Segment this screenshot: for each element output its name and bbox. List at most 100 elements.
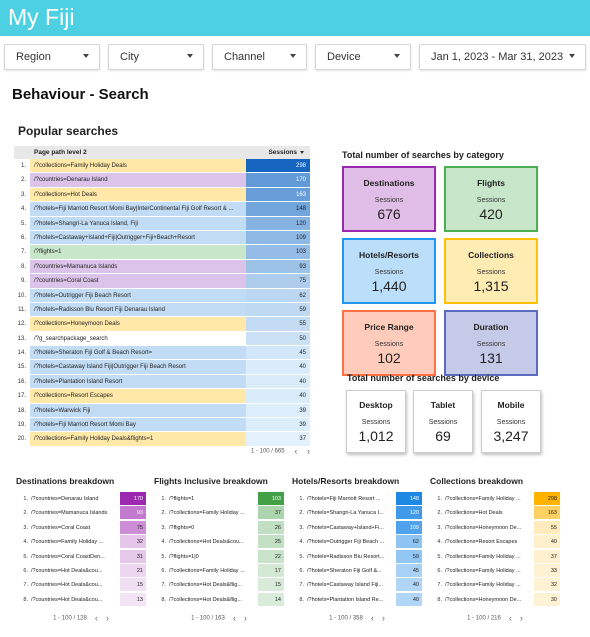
table-row[interactable]: 6./?hotels=Sheraton Fiji Golf &... 45 [292, 563, 422, 578]
table-row[interactable]: 2./?collections=Family Holiday ... 37 [154, 506, 284, 520]
row-page-path[interactable]: /?countries=Mamanuca Islands [31, 510, 108, 517]
row-page-path[interactable]: /?collections=Resort Escapes [30, 389, 246, 403]
table-row[interactable]: 8./?countries=Hot Deals&cou... 13 [16, 592, 146, 607]
row-page-path[interactable]: /?collections=Hot Deals&flig... [169, 596, 242, 603]
table-row[interactable]: 2./?hotels=Shangri-La Yanuca I... 120 [292, 506, 422, 520]
device-filter[interactable]: Device [315, 44, 411, 70]
row-page-path[interactable]: /?hotels=Sheraton Fiji Golf & Beach Reso… [30, 346, 246, 360]
table-row[interactable]: 17./?collections=Resort Escapes 40 [14, 389, 310, 404]
row-page-path[interactable]: /?hotels=Warwick Fiji [30, 403, 246, 418]
row-page-path[interactable]: /?hotels=Fiji Marriott Resort Momi Bay|I… [30, 202, 246, 216]
table-row[interactable]: 10./?hotels=Outrigger Fiji Beach Resort 6… [14, 288, 310, 303]
table-row[interactable]: 4./?countries=Family Holiday ... 32 [16, 535, 146, 549]
row-page-path[interactable]: /?collections=Family Holiday Deals [30, 159, 246, 173]
row-page-path[interactable]: /?hotels=Fiji Marriott Resort ... [307, 496, 381, 502]
table-row[interactable]: 7./?countries=Hot Deals&cou... 15 [16, 578, 146, 592]
row-page-path[interactable]: /?collections=Family Holiday ... [169, 567, 245, 574]
chevron-right-icon[interactable]: › [381, 613, 385, 624]
table-row[interactable]: 1./?collections=Family Holiday ... 298 [430, 492, 560, 506]
row-page-path[interactable]: /?hotels=Castaway Island Fiji... [307, 582, 383, 589]
row-page-path[interactable]: /?flights=1 [30, 245, 246, 259]
table-row[interactable]: 3./?countries=Coral Coast 75 [16, 520, 146, 535]
table-row[interactable]: 1./?collections=Family Holiday Deals 298 [14, 159, 310, 174]
table-row[interactable]: 7./?collections=Family Holiday ... 32 [430, 578, 560, 592]
table-row[interactable]: 11./?hotels=Radisson Blu Resort Fiji Den… [14, 302, 310, 318]
column-header-sessions[interactable]: Sessions [268, 149, 304, 156]
row-page-path[interactable]: /?hotels=Castaway Island Fiji|Outrigger … [30, 360, 246, 374]
table-row[interactable]: 18./?hotels=Warwick Fiji 39 [14, 403, 310, 419]
table-row[interactable]: 1./?flights=1 103 [154, 492, 284, 506]
table-row[interactable]: 4./?collections=Hot Deals&cou... 25 [154, 535, 284, 549]
table-row[interactable]: 4./?hotels=Fiji Marriott Resort Momi Bay… [14, 202, 310, 217]
table-row[interactable]: 3./?flights=0 26 [154, 520, 284, 535]
row-page-path[interactable]: /?countries=Family Holiday ... [31, 539, 104, 546]
row-page-path[interactable]: /?hotels=Plantation Island Re... [307, 596, 384, 603]
row-page-path[interactable]: /?collections=Family Holiday ... [445, 567, 521, 574]
chevron-left-icon[interactable]: ‹ [370, 613, 374, 624]
chevron-left-icon[interactable]: ‹ [232, 613, 236, 624]
table-row[interactable]: 7./?flights=1 103 [14, 245, 310, 260]
row-page-path[interactable]: /?g_searchpackage_search [30, 331, 246, 346]
chevron-left-icon[interactable]: ‹ [508, 613, 512, 624]
row-page-path[interactable]: /?collections=Hot Deals [445, 510, 503, 517]
row-page-path[interactable]: /?collections=Family Holiday ... [445, 553, 521, 560]
row-page-path[interactable]: /?countries=Coral CoastDen... [31, 553, 105, 560]
table-row[interactable]: 9./?countries=Coral Coast 75 [14, 274, 310, 289]
row-page-path[interactable]: /?countries=Hot Deals&cou... [31, 567, 103, 574]
chevron-right-icon[interactable]: › [307, 446, 310, 456]
row-page-path[interactable]: /?countries=Coral Coast [31, 524, 91, 531]
row-page-path[interactable]: /?hotels=Castaway+Island+Fiji|Outrigger+… [30, 230, 246, 245]
row-page-path[interactable]: /?countries=Denarau Island [30, 173, 246, 187]
row-page-path[interactable]: /?collections=Family Holiday Deals&fligh… [30, 432, 246, 446]
table-row[interactable]: 5./?hotels=Shangri-La Yanuca Island, Fij… [14, 216, 310, 231]
table-row[interactable]: 5./?hotels=Radisson Blu Resort... 59 [292, 549, 422, 564]
table-row[interactable]: 7./?hotels=Castaway Island Fiji... 40 [292, 578, 422, 592]
row-page-path[interactable]: /?flights=1 [169, 496, 195, 502]
row-page-path[interactable]: /?hotels=Fiji Marriott Resort Momi Bay [30, 418, 246, 432]
row-page-path[interactable]: /?collections=Honeymoon Deals [30, 317, 246, 331]
table-row[interactable]: 5./?flights=1|0 22 [154, 549, 284, 564]
table-row[interactable]: 5./?countries=Coral CoastDen... 31 [16, 549, 146, 564]
row-page-path[interactable]: /?collections=Honeymoon De... [445, 596, 522, 603]
row-page-path[interactable]: /?collections=Honeymoon De... [445, 524, 522, 531]
row-page-path[interactable]: /?hotels=Radisson Blu Resort Fiji Denara… [30, 302, 246, 317]
row-page-path[interactable]: /?collections=Hot Deals&cou... [169, 539, 244, 546]
row-page-path[interactable]: /?hotels=Radisson Blu Resort... [307, 553, 385, 560]
row-page-path[interactable]: /?collections=Resort Escapes [445, 539, 518, 546]
row-page-path[interactable]: /?flights=1|0 [169, 553, 199, 560]
chevron-right-icon[interactable]: › [105, 613, 109, 624]
chevron-left-icon[interactable]: ‹ [94, 613, 98, 624]
chevron-left-icon[interactable]: ‹ [294, 446, 298, 456]
row-page-path[interactable]: /?countries=Denarau Island [31, 496, 99, 502]
table-row[interactable]: 6./?collections=Family Holiday ... 17 [154, 563, 284, 578]
table-row[interactable]: 8./?collections=Hot Deals&flig... 14 [154, 592, 284, 607]
row-page-path[interactable]: /?countries=Mamanuca Islands [30, 259, 246, 274]
table-row[interactable]: 8./?countries=Mamanuca Islands 93 [14, 259, 310, 275]
table-row[interactable]: 8./?hotels=Plantation Island Re... 40 [292, 592, 422, 607]
table-row[interactable]: 8./?collections=Honeymoon De... 30 [430, 592, 560, 607]
table-row[interactable]: 20./?collections=Family Holiday Deals&fl… [14, 432, 310, 447]
date-range-filter[interactable]: Jan 1, 2023 - Mar 31, 2023 [419, 44, 586, 70]
row-page-path[interactable]: /?collections=Hot Deals&flig... [169, 582, 242, 589]
table-row[interactable]: 2./?countries=Mamanuca Islands 93 [16, 506, 146, 520]
column-header-path[interactable]: Page path level 2 [34, 149, 87, 156]
row-page-path[interactable]: /?hotels=Shangri-La Yanuca I... [307, 510, 384, 517]
row-page-path[interactable]: /?hotels=Shangri-La Yanuca Island, Fiji [30, 216, 246, 230]
table-row[interactable]: 15./?hotels=Castaway Island Fiji|Outrigg… [14, 360, 310, 375]
row-page-path[interactable]: /?collections=Family Holiday ... [169, 510, 245, 517]
row-page-path[interactable]: /?hotels=Sheraton Fiji Golf &... [307, 567, 382, 574]
table-row[interactable]: 4./?collections=Resort Escapes 40 [430, 535, 560, 549]
row-page-path[interactable]: /?collections=Hot Deals [30, 187, 246, 202]
table-row[interactable]: 14./?hotels=Sheraton Fiji Golf & Beach R… [14, 346, 310, 361]
table-row[interactable]: 6./?countries=Hot Deals&cou... 21 [16, 563, 146, 578]
table-row[interactable]: 4./?hotels=Outrigger Fiji Beach ... 62 [292, 535, 422, 549]
table-row[interactable]: 12./?collections=Honeymoon Deals 55 [14, 317, 310, 332]
table-row[interactable]: 1./?countries=Denarau Island 170 [16, 492, 146, 506]
row-page-path[interactable]: /?hotels=Castaway+Island+Fi... [307, 524, 384, 531]
city-filter[interactable]: City [108, 44, 204, 70]
table-row[interactable]: 3./?collections=Hot Deals 163 [14, 187, 310, 203]
table-row[interactable]: 16./?hotels=Plantation Island Resort 40 [14, 374, 310, 390]
chevron-right-icon[interactable]: › [519, 613, 523, 624]
table-row[interactable]: 5./?collections=Family Holiday ... 37 [430, 549, 560, 564]
table-row[interactable]: 7./?collections=Hot Deals&flig... 15 [154, 578, 284, 592]
